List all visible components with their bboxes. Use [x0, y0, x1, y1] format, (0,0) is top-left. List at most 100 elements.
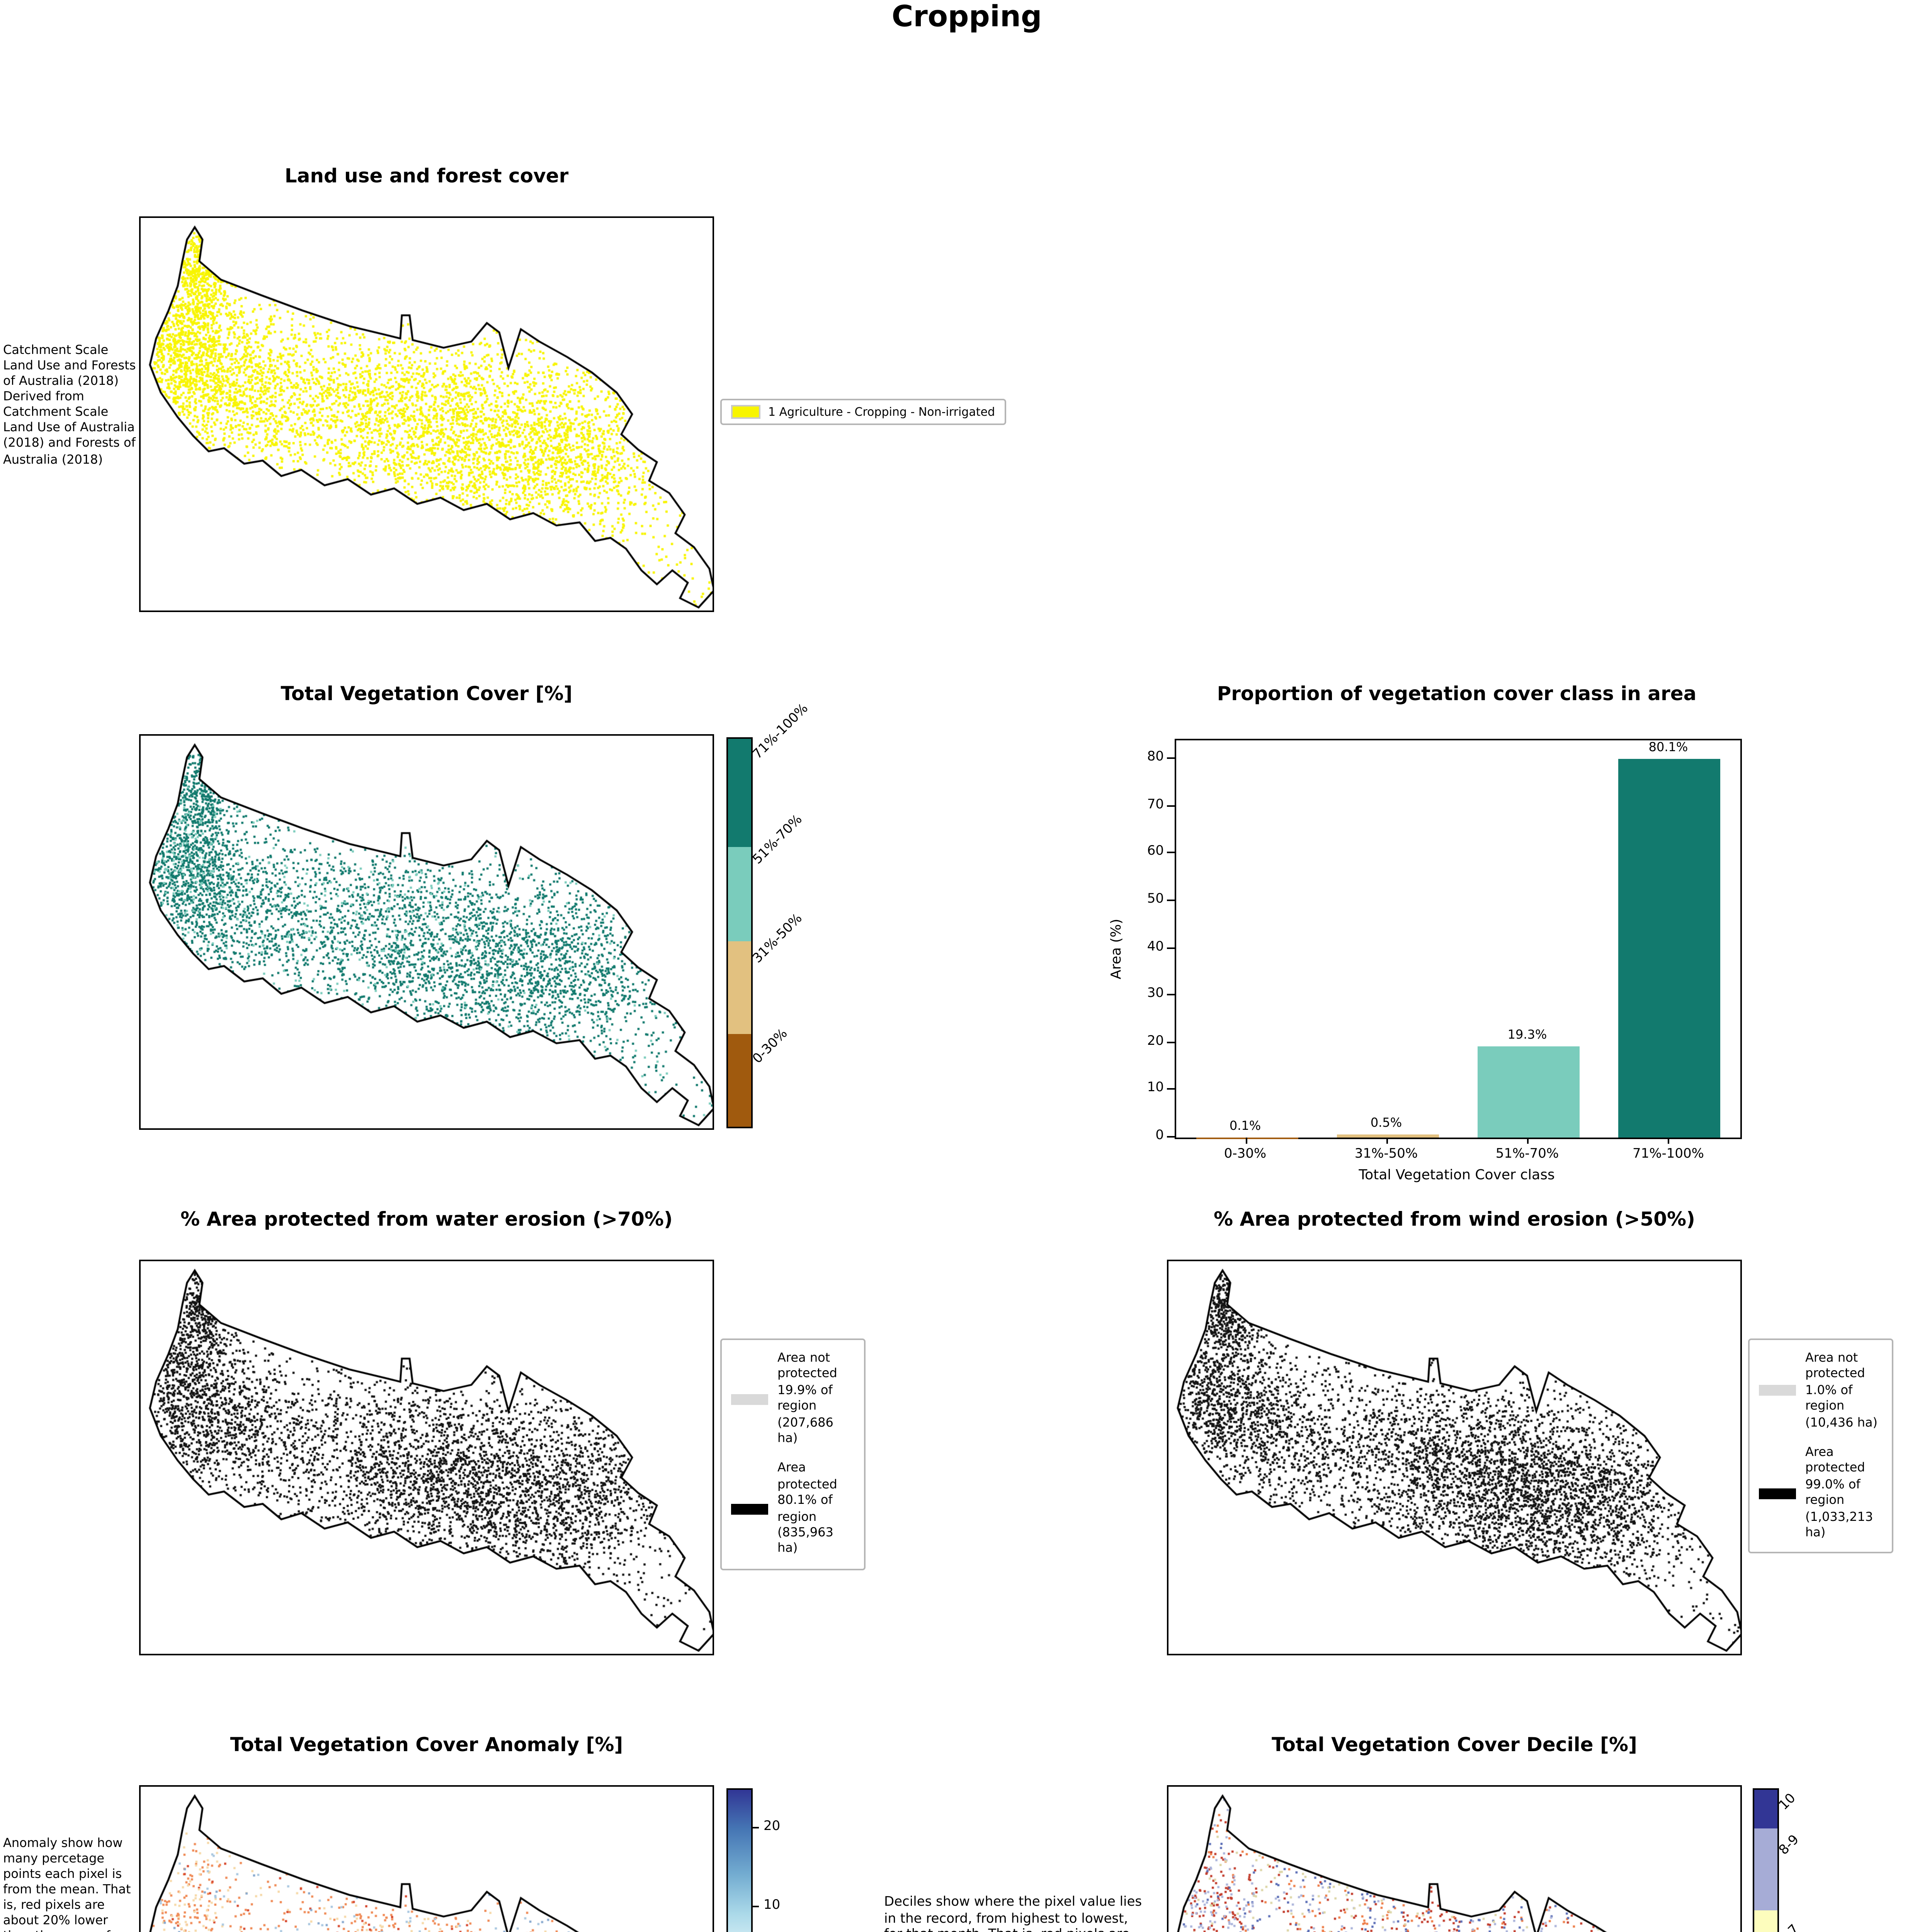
vegcover-colorbar-seg-1 — [728, 847, 751, 940]
vegcover-colorbar-seg-0 — [728, 739, 751, 848]
landuse-caption: Catchment Scale Land Use and Forests of … — [3, 343, 136, 466]
decile-colorbar-label-0: 10 — [1776, 1790, 1799, 1813]
anomaly-map-frame — [139, 1785, 714, 1932]
chart-value-label-0: 0.1% — [1229, 1118, 1261, 1133]
panel-title-landuse: Land use and forest cover — [284, 164, 569, 187]
wind-map — [1168, 1261, 1740, 1654]
decile-colorbar — [1753, 1788, 1779, 1932]
chart-xlabel: Total Vegetation Cover class — [1359, 1168, 1555, 1184]
chart-value-label-3: 80.1% — [1648, 740, 1688, 754]
vegcover-colorbar-label-0: 71%-100% — [750, 701, 812, 762]
wind-legend-label-1: Area protected 99.0% of region (1,033,21… — [1805, 1445, 1873, 1539]
anomaly-colorbar-tick-1 — [753, 1905, 759, 1907]
chart-bar-0 — [1196, 1137, 1298, 1138]
chart-plot-area — [1175, 739, 1742, 1139]
chart-ylabel: Area (%) — [1110, 918, 1125, 980]
chart-yticklabel-5: 50 — [1147, 892, 1164, 908]
anomaly-caption: Anomaly show how many percetage points e… — [3, 1836, 131, 1932]
panel-title-anomaly: Total Vegetation Cover Anomaly [%] — [230, 1733, 623, 1756]
chart-ytick-1 — [1167, 1088, 1175, 1090]
chart-ytick-5 — [1167, 900, 1175, 901]
landuse-legend-label: 1 Agriculture - Cropping - Non-irrigated — [768, 405, 995, 419]
decile-caption: Deciles show where the pixel value lies … — [884, 1895, 1142, 1932]
chart-yticklabel-8: 80 — [1147, 750, 1164, 765]
decile-colorbar-seg-2 — [1754, 1910, 1777, 1932]
chart-bar-3 — [1619, 759, 1721, 1138]
vegcover-colorbar-label-2: 31%-50% — [750, 912, 806, 968]
landuse-legend: 1 Agriculture - Cropping - Non-irrigated — [720, 399, 1006, 425]
vegcover-map — [141, 736, 713, 1128]
vegcover-colorbar-seg-3 — [728, 1033, 751, 1127]
wind-legend: Area not protected 1.0% of region (10,43… — [1748, 1338, 1893, 1554]
chart-ytick-8 — [1167, 757, 1175, 759]
decile-colorbar-label-1: 8-9 — [1776, 1832, 1803, 1858]
vegcover-colorbar-label-1: 51%-70% — [750, 812, 806, 868]
wind-map-frame — [1167, 1260, 1742, 1655]
landuse-legend-swatch — [731, 405, 760, 419]
decile-colorbar-seg-0 — [1754, 1790, 1777, 1829]
anomaly-colorbar-ticklabel-1: 10 — [764, 1898, 781, 1913]
water-legend-entry-1: Area protected 80.1% of region (835,963 … — [731, 1461, 855, 1557]
chart-value-label-1: 0.5% — [1370, 1116, 1402, 1131]
wind-legend-swatch-1 — [1759, 1488, 1796, 1499]
anomaly-colorbar — [726, 1788, 753, 1932]
panel-title-vegcover: Total Vegetation Cover [%] — [281, 682, 573, 705]
wind-legend-label-0: Area not protected 1.0% of region (10,43… — [1805, 1351, 1878, 1429]
vegcover-colorbar-label-3: 0-30% — [750, 1026, 791, 1067]
chart-yticklabel-6: 60 — [1147, 844, 1164, 860]
chart-ytick-3 — [1167, 994, 1175, 996]
water-legend-swatch-1 — [731, 1504, 768, 1515]
chart-yticklabel-2: 20 — [1147, 1034, 1164, 1049]
decile-colorbar-label-2: 4-7 — [1777, 1922, 1803, 1932]
chart-xtick-0 — [1245, 1138, 1247, 1144]
anomaly-colorbar-ticklabel-0: 20 — [764, 1820, 781, 1835]
chart-ytick-4 — [1167, 947, 1175, 949]
panel-title-wind: % Area protected from wind erosion (>50%… — [1213, 1207, 1695, 1230]
page-title: Cropping — [891, 0, 1042, 34]
vegcover-colorbar-seg-2 — [728, 940, 751, 1034]
chart-xticklabel-1: 31%-50% — [1354, 1147, 1418, 1162]
anomaly-colorbar-tick-0 — [753, 1827, 759, 1829]
chart-value-label-2: 19.3% — [1507, 1027, 1547, 1042]
vegcover-map-frame — [139, 734, 714, 1130]
chart-ytick-2 — [1167, 1041, 1175, 1043]
chart-xtick-2 — [1527, 1138, 1529, 1144]
chart-yticklabel-0: 0 — [1155, 1128, 1164, 1144]
chart-ytick-6 — [1167, 852, 1175, 854]
chart-yticklabel-3: 30 — [1147, 986, 1164, 1002]
chart-xticklabel-0: 0-30% — [1224, 1147, 1267, 1162]
wind-legend-swatch-0 — [1759, 1385, 1796, 1396]
water-map-frame — [139, 1260, 714, 1655]
proportion-chart: Proportion of vegetation cover class in … — [1082, 677, 1855, 1202]
water-legend-label-0: Area not protected 19.9% of region (207,… — [777, 1351, 837, 1445]
chart-yticklabel-4: 40 — [1147, 939, 1164, 955]
wind-legend-entry-0: Area not protected 1.0% of region (10,43… — [1759, 1351, 1883, 1431]
chart-xticklabel-3: 71%-100% — [1632, 1147, 1704, 1162]
chart-title: Proportion of vegetation cover class in … — [1217, 682, 1697, 705]
chart-xticklabel-2: 51%-70% — [1495, 1147, 1559, 1162]
water-map — [141, 1261, 713, 1654]
chart-xtick-1 — [1386, 1138, 1388, 1144]
chart-ytick-7 — [1167, 805, 1175, 807]
chart-bar-2 — [1478, 1046, 1580, 1138]
landuse-map-frame — [139, 216, 714, 612]
wind-legend-entry-1: Area protected 99.0% of region (1,033,21… — [1759, 1445, 1883, 1541]
panel-title-decile: Total Vegetation Cover Decile [%] — [1272, 1733, 1637, 1756]
water-legend-swatch-0 — [731, 1393, 768, 1405]
decile-colorbar-seg-1 — [1754, 1828, 1777, 1910]
anomaly-map — [141, 1787, 713, 1932]
water-legend: Area not protected 19.9% of region (207,… — [720, 1338, 866, 1570]
landuse-map — [141, 218, 713, 611]
decile-map — [1168, 1787, 1740, 1932]
panel-title-water: % Area protected from water erosion (>70… — [180, 1207, 673, 1230]
chart-yticklabel-7: 70 — [1147, 797, 1164, 813]
water-legend-entry-0: Area not protected 19.9% of region (207,… — [731, 1351, 855, 1447]
chart-ytick-0 — [1167, 1136, 1175, 1138]
chart-bar-1 — [1337, 1135, 1439, 1138]
chart-yticklabel-1: 10 — [1147, 1081, 1164, 1097]
decile-map-frame — [1167, 1785, 1742, 1932]
water-legend-label-1: Area protected 80.1% of region (835,963 … — [777, 1461, 837, 1556]
chart-xtick-3 — [1668, 1138, 1670, 1144]
vegcover-colorbar — [726, 737, 753, 1128]
